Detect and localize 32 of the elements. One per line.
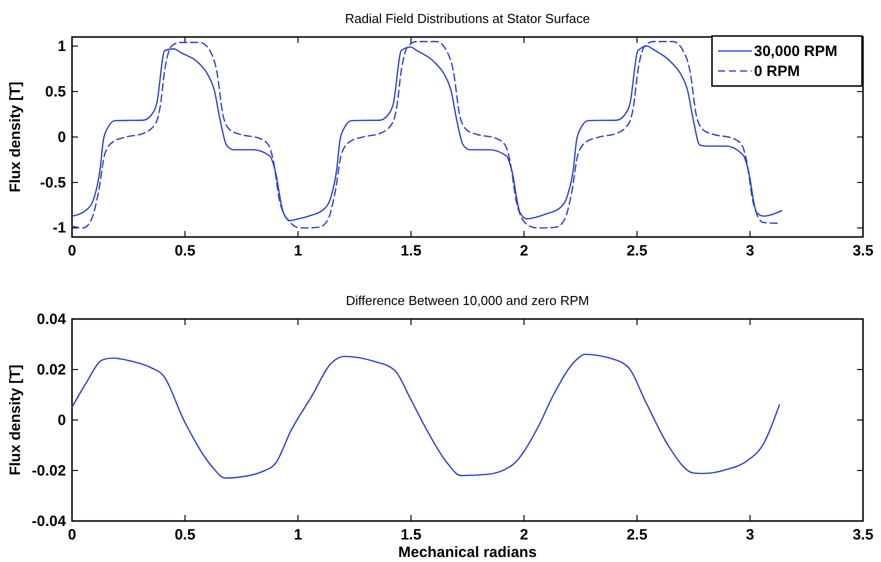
x-tick-label: 0.5 [174, 526, 196, 544]
y-tick-label: 1 [58, 38, 66, 55]
y-tick-label: 0 [58, 128, 66, 146]
x-axis-title: Mechanical radians [398, 544, 537, 561]
y-tick-label: -1 [52, 220, 66, 237]
y-tick-label: 0 [58, 412, 66, 429]
y-tick-label: -0.02 [32, 462, 66, 480]
y-tick-label: 0.5 [45, 83, 66, 100]
x-tick-label: 1 [294, 526, 302, 544]
x-tick-label: 2 [520, 242, 528, 260]
y-axis-title: Flux density [T] [7, 364, 24, 476]
x-tick-label: 1 [294, 242, 302, 260]
x-tick-label: 2 [520, 526, 528, 544]
x-tick-label: 3.5 [852, 242, 874, 260]
y-tick-label: -0.5 [40, 174, 66, 192]
x-tick-label: 0.5 [174, 242, 196, 260]
x-tick-label: 3 [746, 242, 754, 260]
x-tick-label: 2.5 [626, 242, 648, 260]
legend-label: 0 RPM [754, 63, 800, 80]
x-tick-label: 3 [746, 526, 754, 544]
line-series [71, 354, 780, 479]
y-tick-label: 0.04 [36, 310, 67, 328]
chart-title: Difference Between 10,000 and zero RPM [346, 293, 590, 308]
y-tick-label: 0.02 [36, 361, 66, 378]
legend-label: 30,000 RPM [754, 43, 838, 60]
x-tick-label: 3.5 [852, 526, 874, 544]
x-tick-label: 1.5 [400, 526, 422, 544]
x-tick-label: 2.5 [626, 526, 648, 544]
x-tick-label: 1.5 [400, 242, 422, 260]
chart-title: Radial Field Distributions at Stator Surface [345, 11, 590, 26]
y-axis-title: Flux density [T] [7, 82, 24, 192]
y-tick-label: -0.04 [32, 512, 67, 530]
